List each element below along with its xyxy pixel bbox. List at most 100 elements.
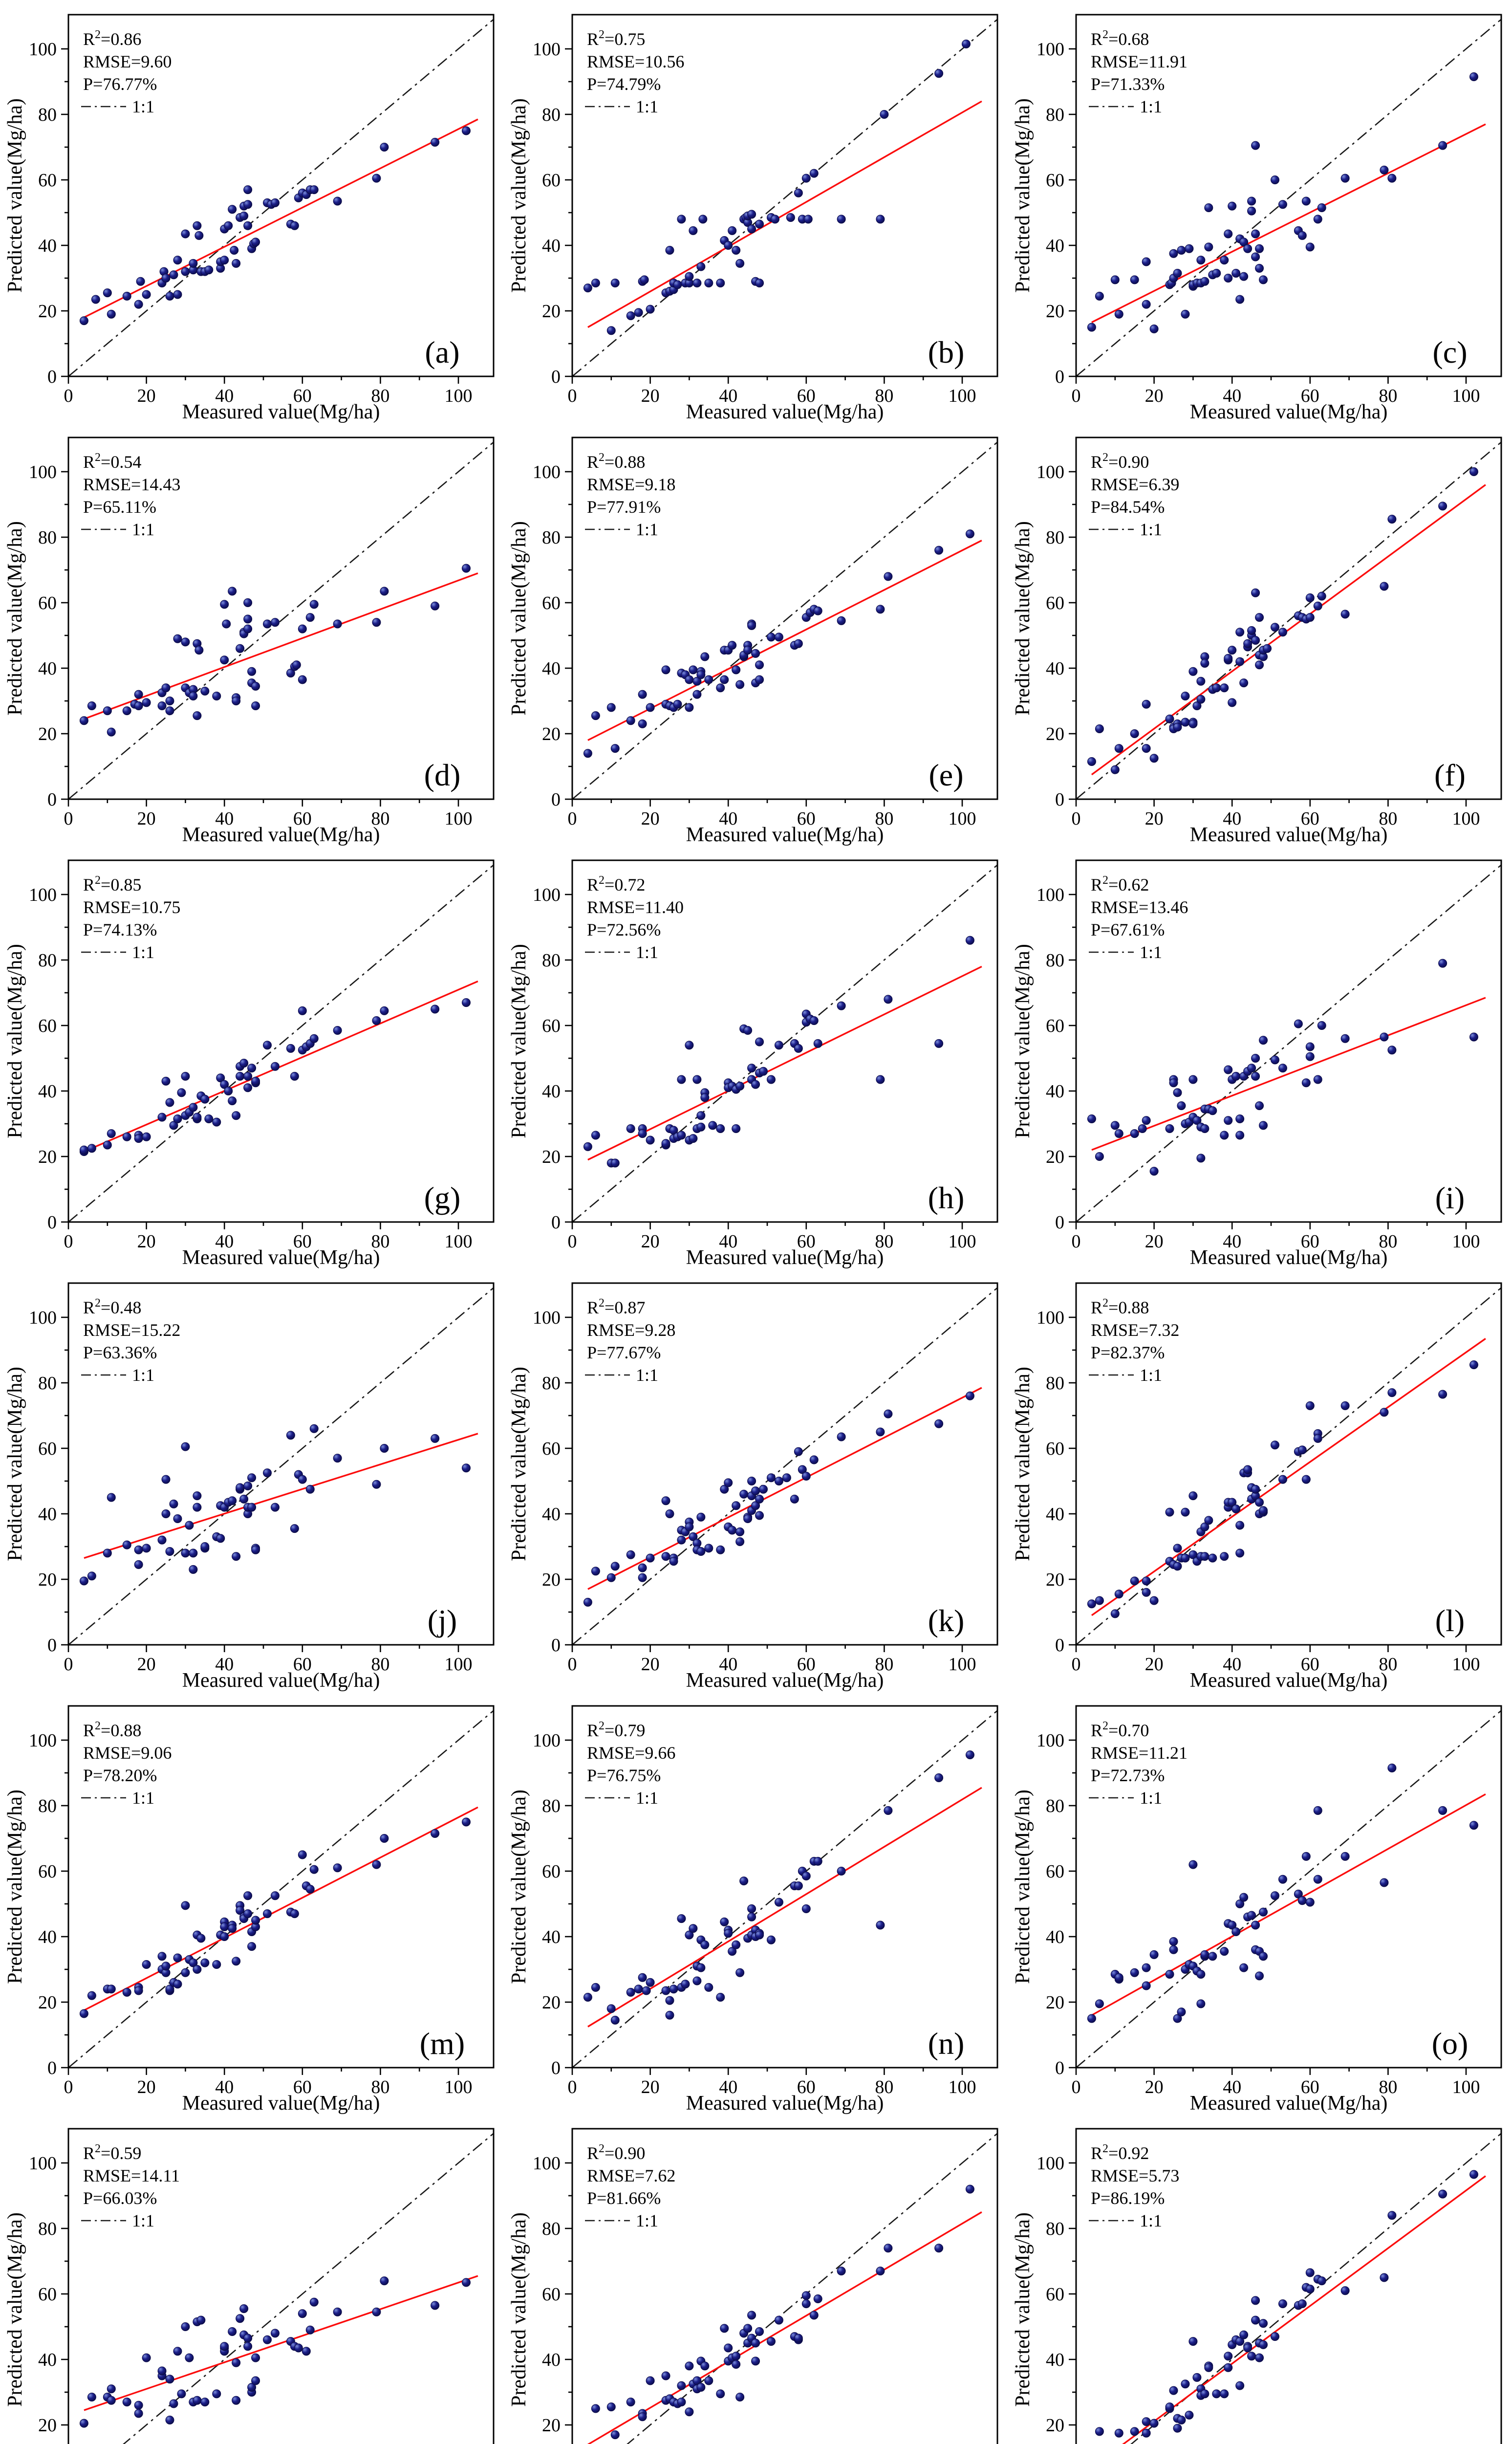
- identity-line: [68, 441, 494, 800]
- data-point: [685, 703, 694, 712]
- data-point: [1087, 1114, 1096, 1123]
- data-point: [591, 1983, 600, 1992]
- data-point: [638, 719, 647, 728]
- data-point: [1149, 1596, 1159, 1605]
- y-tick-label: 80: [542, 527, 561, 548]
- data-point: [677, 2381, 686, 2390]
- data-point: [704, 2376, 713, 2385]
- data-point: [309, 185, 319, 195]
- data-point: [689, 1134, 698, 1143]
- x-tick-label: 60: [1301, 2077, 1319, 2097]
- data-point: [1380, 165, 1389, 175]
- data-point: [1142, 1116, 1151, 1125]
- y-tick-label: 20: [38, 2415, 57, 2436]
- y-tick-label: 100: [29, 1308, 57, 1328]
- data-point: [766, 1075, 776, 1084]
- scatter-points: [1087, 72, 1478, 333]
- data-point: [107, 1985, 116, 1994]
- stats-block: R2=0.88 RMSE=7.32 P=82.37% 1:1: [1089, 1297, 1179, 1385]
- data-point: [177, 1088, 186, 1097]
- y-axis-label: Predicted value(Mg/ha): [1012, 1789, 1034, 1984]
- data-point: [1095, 724, 1104, 733]
- data-point: [212, 2389, 221, 2399]
- data-point: [801, 174, 811, 183]
- x-tick-label: 40: [1223, 386, 1241, 406]
- data-point: [1305, 593, 1315, 602]
- scatter-points: [583, 39, 971, 335]
- y-tick-label: 80: [542, 2219, 561, 2239]
- data-point: [1255, 660, 1264, 670]
- x-tick-label: 60: [293, 1231, 312, 1252]
- data-point: [372, 1860, 381, 1869]
- y-tick-label: 100: [533, 1730, 561, 1751]
- scatter-points: [79, 998, 471, 1156]
- data-point: [1278, 2299, 1287, 2309]
- x-tick-label: 100: [445, 2077, 473, 2097]
- legend-identity-label: 1:1: [132, 520, 154, 539]
- x-tick-label: 0: [568, 808, 577, 829]
- data-point: [677, 215, 686, 224]
- data-point: [161, 1962, 171, 1971]
- scatter-points: [1095, 2170, 1478, 2438]
- data-point: [232, 2396, 241, 2405]
- data-point: [309, 1424, 319, 1433]
- data-point: [669, 1985, 678, 1994]
- stats-r2: R2=0.88: [587, 451, 645, 472]
- data-point: [220, 256, 229, 265]
- data-point: [1228, 1498, 1237, 1507]
- data-point: [1173, 268, 1182, 278]
- data-point: [1169, 1937, 1178, 1946]
- data-point: [228, 1924, 237, 1933]
- legend-identity-label: 1:1: [636, 97, 658, 116]
- data-point: [934, 1773, 944, 1783]
- data-point: [689, 1924, 698, 1933]
- y-tick-label: 20: [1046, 1147, 1064, 1167]
- regression-line: [84, 980, 478, 1153]
- scatter-panel-g: 00 20 20 40 40 60 60 80 80 100 100 Measured value(M…: [4, 859, 495, 1268]
- data-point: [1165, 2402, 1174, 2412]
- data-point: [165, 706, 174, 716]
- data-point: [965, 1750, 974, 1760]
- data-point: [661, 1139, 670, 1148]
- data-point: [169, 1499, 178, 1508]
- x-tick-label: 40: [719, 2077, 737, 2097]
- data-point: [165, 1547, 174, 1556]
- plot-frame: [1075, 1705, 1502, 2069]
- data-point: [1114, 1129, 1123, 1138]
- data-point: [228, 1496, 237, 1506]
- data-point: [461, 2278, 471, 2287]
- data-point: [1200, 1522, 1210, 1531]
- data-point: [732, 665, 741, 675]
- y-tick-label: 60: [542, 1439, 561, 1459]
- data-point: [646, 1135, 655, 1145]
- data-point: [333, 2307, 342, 2316]
- data-point: [461, 1817, 471, 1827]
- data-point: [1087, 1599, 1096, 1609]
- data-point: [1228, 201, 1237, 211]
- data-point: [794, 639, 803, 648]
- data-point: [876, 1427, 885, 1437]
- plot-frame: [67, 859, 495, 1223]
- data-point: [708, 1121, 717, 1130]
- y-tick-label: 0: [1055, 1212, 1064, 1233]
- data-point: [876, 215, 885, 224]
- data-point: [461, 998, 471, 1007]
- data-point: [774, 633, 783, 642]
- data-point: [173, 1953, 182, 1963]
- data-point: [243, 2342, 253, 2351]
- panel-letter: (h): [928, 1180, 965, 1215]
- data-point: [677, 1535, 686, 1545]
- data-point: [755, 279, 764, 288]
- data-point: [610, 2430, 620, 2440]
- data-point: [728, 1526, 737, 1535]
- data-point: [1297, 1445, 1307, 1455]
- data-point: [1228, 698, 1237, 707]
- y-tick-label: 80: [38, 2219, 57, 2239]
- data-point: [1181, 718, 1190, 727]
- data-point: [1270, 623, 1279, 632]
- data-point: [372, 618, 381, 627]
- y-tick-label: 20: [542, 724, 561, 744]
- x-tick-label: 20: [641, 2077, 660, 2097]
- data-point: [770, 215, 779, 224]
- data-point: [1110, 1121, 1120, 1130]
